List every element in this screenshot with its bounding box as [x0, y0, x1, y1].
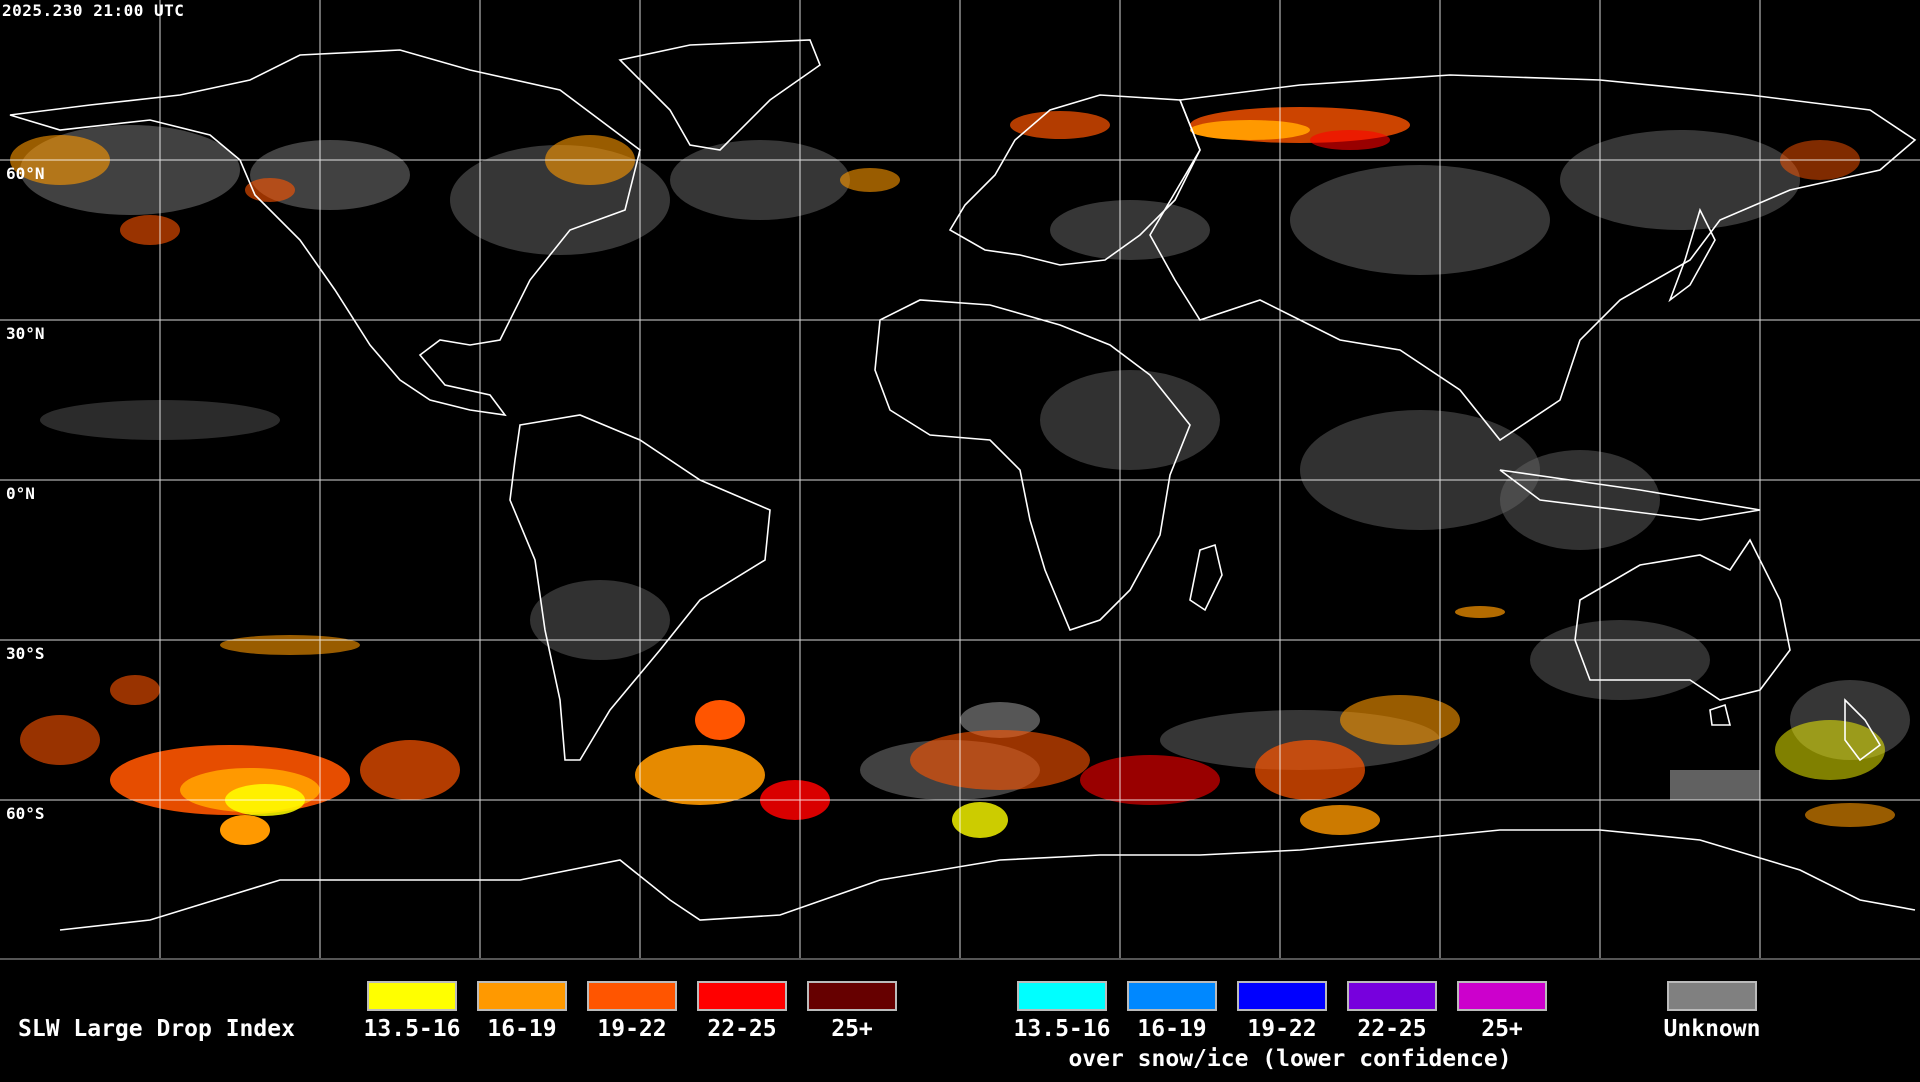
legend-label-normal-25plus: 25+ [831, 1016, 873, 1042]
coastlines [9, 39, 1917, 931]
legend-title: SLW Large Drop Index [18, 1016, 295, 1042]
snow-ice-note: over snow/ice (lower confidence) [1068, 1046, 1512, 1072]
lat-label-30n: 30°N [6, 324, 45, 343]
lat-label-30s: 30°S [6, 644, 45, 663]
legend-label-normal-19-22: 19-22 [597, 1016, 667, 1042]
lat-label-60n: 60°N [6, 164, 45, 183]
timestamp-label: 2025.230 21:00 UTC [2, 1, 185, 20]
legend-label-snow-25plus: 25+ [1481, 1016, 1523, 1042]
legend-label-snow-16-19: 16-19 [1137, 1016, 1207, 1042]
legend-swatch-normal-16-19 [477, 981, 567, 1011]
lat-label-0n: 0°N [6, 484, 35, 503]
legend-swatch-snow-13-16 [1017, 981, 1107, 1011]
legend-swatch-snow-22-25 [1347, 981, 1437, 1011]
legend-swatch-normal-22-25 [697, 981, 787, 1011]
legend-swatch-normal-25plus [807, 981, 897, 1011]
legend-swatch-snow-19-22 [1237, 981, 1327, 1011]
legend-label-normal-16-19: 16-19 [487, 1016, 557, 1042]
legend-swatch-snow-25plus [1457, 981, 1547, 1011]
lat-lon-grid [0, 0, 1920, 958]
legend-label-snow-19-22: 19-22 [1247, 1016, 1317, 1042]
legend-swatch-unknown [1667, 981, 1757, 1011]
legend-label-normal-22-25: 22-25 [707, 1016, 777, 1042]
legend-label-snow-22-25: 22-25 [1357, 1016, 1427, 1042]
legend-label-snow-13-16: 13.5-16 [1013, 1016, 1111, 1042]
lat-label-60s: 60°S [6, 804, 45, 823]
world-map [0, 0, 1920, 958]
legend-label-unknown: Unknown [1663, 1016, 1761, 1042]
legend-swatch-normal-13-16 [367, 981, 457, 1011]
color-legend: SLW Large Drop Index 13.5-16 16-19 19-22… [0, 958, 1920, 1082]
legend-swatch-normal-19-22 [587, 981, 677, 1011]
legend-label-normal-13-16: 13.5-16 [363, 1016, 461, 1042]
legend-swatch-snow-16-19 [1127, 981, 1217, 1011]
